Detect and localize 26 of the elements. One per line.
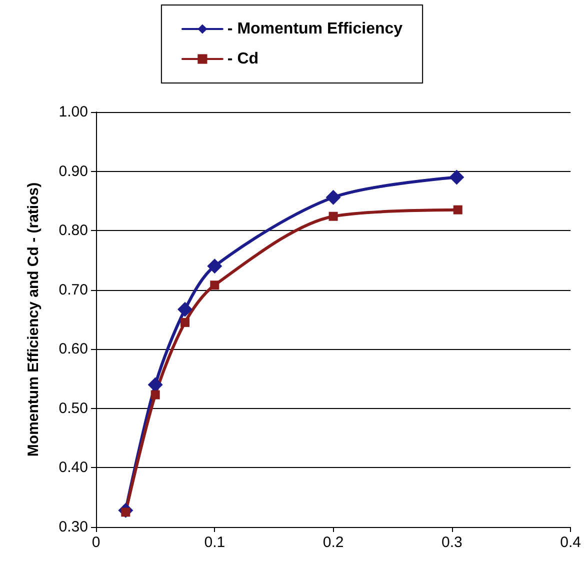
x-tick-label: 0.1 bbox=[204, 534, 226, 551]
point bbox=[177, 302, 192, 317]
point bbox=[449, 170, 464, 185]
x-tick-label: 0.2 bbox=[322, 534, 344, 551]
y-tick-label: 0.30 bbox=[58, 518, 88, 536]
point bbox=[326, 190, 341, 205]
y-tick-label: 1.00 bbox=[58, 104, 88, 120]
y-tick-label: 0.70 bbox=[58, 281, 88, 298]
point bbox=[210, 280, 220, 290]
y-tick-label: 0.40 bbox=[58, 459, 88, 476]
y-axis-title: Momentum Efficiency and Cd - (ratios) bbox=[25, 182, 42, 457]
point bbox=[207, 258, 222, 274]
legend-label: - Momentum Efficiency bbox=[227, 20, 403, 38]
point bbox=[150, 390, 160, 400]
point bbox=[148, 377, 163, 392]
x-tick-label: 0.3 bbox=[442, 534, 462, 551]
x-tick-label: 0 bbox=[92, 534, 100, 551]
y-tick-label: 0.90 bbox=[58, 162, 88, 180]
y-tick-label: 0.80 bbox=[58, 222, 88, 240]
y-tick-label: 0.50 bbox=[58, 400, 88, 417]
point bbox=[180, 318, 190, 327]
legend-label: - Cd bbox=[227, 50, 259, 68]
y-tick-label: 0.60 bbox=[58, 340, 88, 358]
x-tick-label: 0.4 bbox=[560, 534, 582, 551]
point bbox=[453, 205, 462, 214]
point bbox=[328, 212, 338, 221]
